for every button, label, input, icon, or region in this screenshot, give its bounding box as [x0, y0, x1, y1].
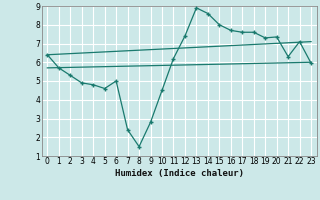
- X-axis label: Humidex (Indice chaleur): Humidex (Indice chaleur): [115, 169, 244, 178]
